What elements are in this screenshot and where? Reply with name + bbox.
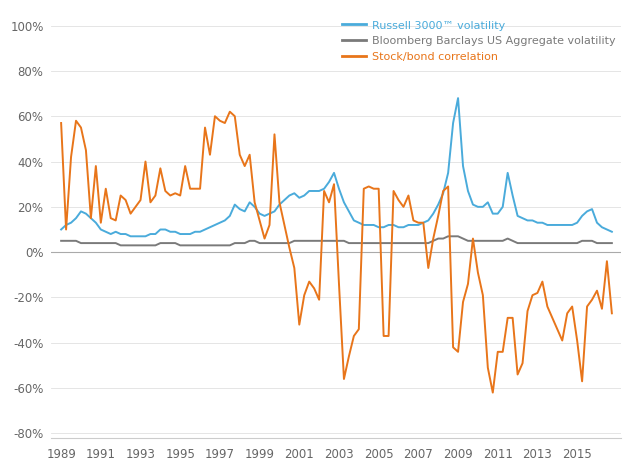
Legend: Russell 3000™ volatility, Bloomberg Barclays US Aggregate volatility, Stock/bond: Russell 3000™ volatility, Bloomberg Barc… — [342, 20, 615, 62]
